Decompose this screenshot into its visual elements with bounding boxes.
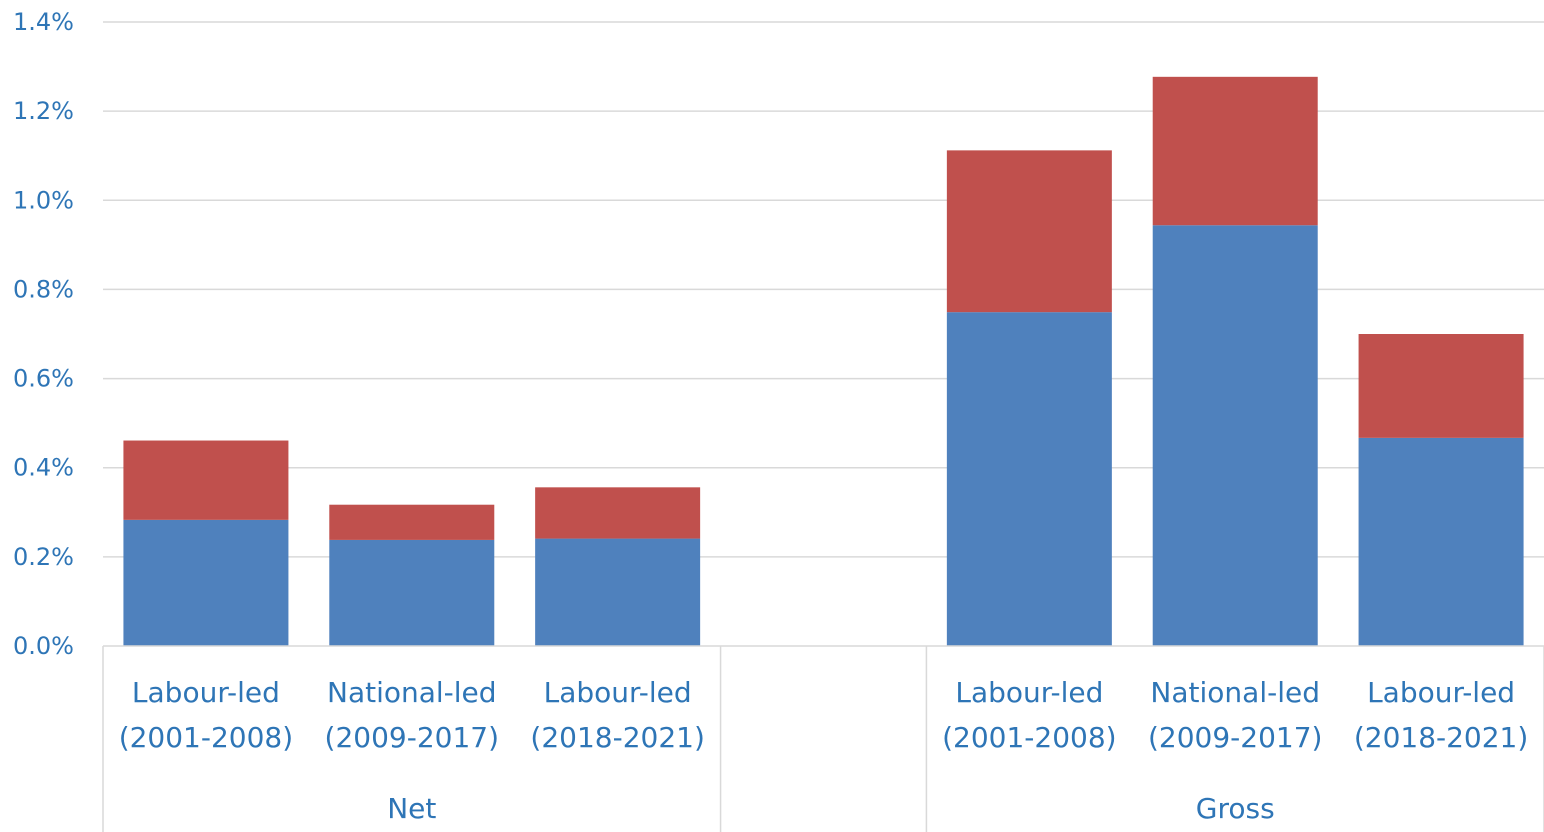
bar-segment-top [329, 504, 495, 540]
y-tick-label: 0.0% [13, 632, 74, 660]
bar-segment-top [535, 487, 701, 539]
x-group-label: Gross [1196, 792, 1275, 825]
x-category-label: Labour-led [955, 676, 1103, 709]
y-tick-label: 0.4% [13, 454, 74, 482]
bar-segment-bottom [946, 312, 1112, 646]
bar-segment-bottom [123, 519, 289, 646]
bar-segment-bottom [535, 538, 701, 646]
x-category-label: Labour-led [132, 676, 280, 709]
y-tick-label: 0.8% [13, 275, 74, 303]
x-axis [102, 645, 1544, 832]
x-category-label: (2001-2008) [119, 721, 293, 754]
bar-segment-top [1358, 334, 1524, 438]
bar-segment-top [123, 440, 289, 520]
y-tick-label: 1.0% [13, 186, 74, 214]
x-category-label: (2001-2008) [942, 721, 1116, 754]
x-category-label: (2018-2021) [530, 721, 704, 754]
bar-segment-bottom [1358, 437, 1524, 646]
y-tick-label: 1.4% [13, 8, 74, 36]
x-category-label: (2018-2021) [1354, 721, 1528, 754]
x-category-label: Labour-led [544, 676, 692, 709]
x-category-label: Labour-led [1367, 676, 1515, 709]
bar-segment-bottom [329, 539, 495, 646]
bars [123, 76, 1524, 646]
y-tick-label: 0.2% [13, 543, 74, 571]
bar-segment-top [1152, 76, 1318, 226]
y-axis-tick-labels: 0.0% 0.2% 0.4% 0.6% 0.8% 1.0% 1.2% 1.4% [13, 8, 74, 660]
x-category-label: (2009-2017) [325, 721, 499, 754]
y-tick-label: 0.6% [13, 365, 74, 393]
x-axis-category-labels: Labour-led (2001-2008) National-led (2009-2… [119, 676, 1529, 825]
bar-segment-top [946, 150, 1112, 313]
bar-segment-bottom [1152, 225, 1318, 646]
x-group-label: Net [387, 792, 436, 825]
gridlines [103, 21, 1544, 558]
x-category-label: National-led [1150, 676, 1320, 709]
x-category-label: National-led [327, 676, 497, 709]
y-tick-label: 1.2% [13, 97, 74, 125]
x-category-label: (2009-2017) [1148, 721, 1322, 754]
